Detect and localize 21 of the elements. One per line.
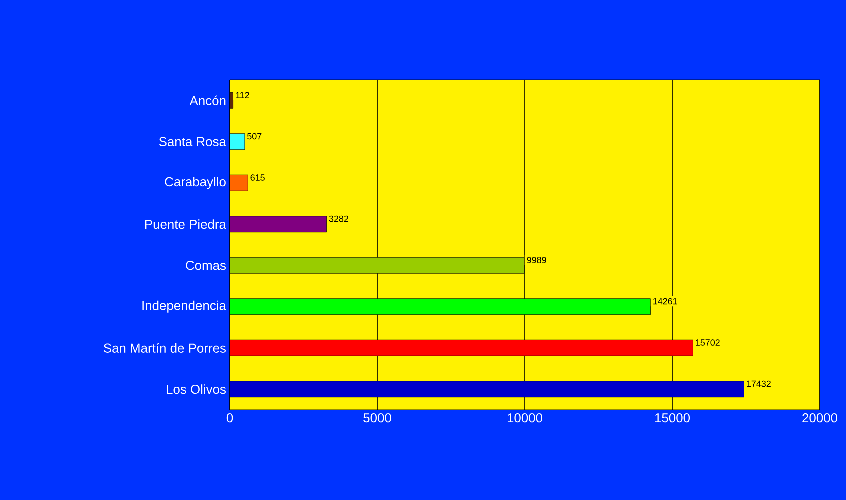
data-label: 17432 bbox=[747, 380, 771, 388]
y-tick-label: Carabayllo bbox=[165, 177, 226, 190]
y-tick-label: San Martín de Porres bbox=[104, 343, 226, 353]
data-label: 507 bbox=[248, 133, 262, 140]
data-label: 14261 bbox=[654, 298, 678, 305]
y-tick-label: Ancón bbox=[190, 96, 226, 106]
x-tick-label: 20000 bbox=[802, 414, 838, 423]
data-label: 615 bbox=[250, 174, 265, 181]
x-tick-label: 0 bbox=[226, 414, 234, 423]
data-label: 9989 bbox=[527, 257, 546, 264]
x-tick-label: 5000 bbox=[364, 414, 392, 423]
y-tick-label: Santa Rosa bbox=[159, 137, 226, 146]
data-label: 15702 bbox=[696, 340, 720, 346]
y-tick-label: Independencia bbox=[142, 300, 226, 313]
y-tick-label: Los Olivos bbox=[167, 384, 226, 394]
y-tick-label: Puente Piedra bbox=[145, 220, 226, 230]
x-tick-label: 10000 bbox=[508, 414, 543, 423]
data-label: 112 bbox=[236, 92, 250, 98]
x-tick-label: 15000 bbox=[655, 414, 690, 423]
data-label: 3282 bbox=[329, 216, 349, 222]
y-tick-label: Comas bbox=[186, 261, 226, 270]
